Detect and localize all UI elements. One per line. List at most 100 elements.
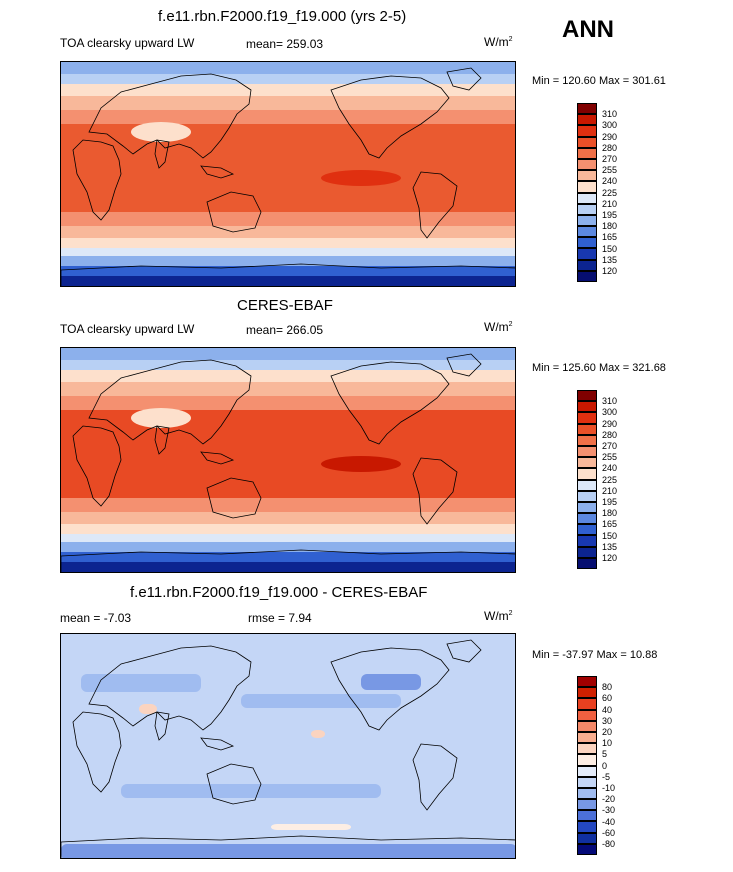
- colorbar-swatch: [577, 720, 597, 732]
- coastline: [330, 647, 450, 731]
- panel-3-minmax: Min = -37.97 Max = 10.88: [532, 649, 658, 661]
- diff-patch: [81, 674, 201, 692]
- coastline: [154, 139, 170, 169]
- latitude-band: [61, 524, 515, 534]
- coastline: [200, 165, 235, 179]
- colorbar-tick-label: 80: [602, 682, 613, 693]
- latitude-band: [61, 62, 515, 74]
- coastline: [446, 353, 482, 377]
- latitude-band: [61, 498, 515, 512]
- colorbar-swatch: [577, 776, 597, 788]
- colorbar-tick-label: -60: [602, 827, 616, 838]
- latitude-band: [61, 348, 515, 360]
- latitude-band: [61, 96, 515, 110]
- colorbar-swatch: [577, 799, 597, 811]
- colorbar-tick-label: 290: [602, 131, 618, 142]
- latitude-band: [61, 226, 515, 238]
- diff-patch: [121, 784, 381, 798]
- panel-1-minmax: Min = 120.60 Max = 301.61: [532, 75, 666, 87]
- panel-3-mean: mean = -7.03: [60, 611, 132, 625]
- diff-patch: [139, 704, 157, 714]
- panel-1-map: [60, 61, 516, 287]
- panel-2-unit: W/m2: [484, 320, 513, 334]
- panel-1-left-label: TOA clearsky upward LW: [60, 36, 195, 50]
- colorbar-swatch: [577, 787, 597, 800]
- panel-2-colorbar: 310 300 290 280 270 255 240 225 210 195 180 165 150 1…: [577, 390, 617, 569]
- colorbar-swatch: [577, 468, 597, 480]
- latitude-band: [61, 84, 515, 96]
- coastline: [88, 73, 252, 159]
- colorbar-tick-label: 255: [602, 165, 618, 176]
- coastline: [206, 191, 262, 233]
- colorbar-tick-label: 165: [602, 232, 618, 243]
- colorbar-swatch: [577, 687, 597, 699]
- latitude-band: [61, 512, 515, 524]
- panel-1-mean: mean= 259.03: [246, 37, 324, 51]
- coastline: [72, 711, 122, 793]
- colorbar-tick-label: 195: [602, 210, 618, 220]
- colorbar-swatch: [577, 843, 597, 855]
- colorbar-tick-label: 30: [602, 715, 613, 726]
- diff-patch: [241, 694, 401, 708]
- coastline: [72, 425, 122, 507]
- panel-2-map: [60, 347, 516, 573]
- latitude-band: [61, 124, 515, 212]
- plateau-minimum: [131, 408, 191, 428]
- colorbar-tick-label: 280: [602, 142, 618, 153]
- colorbar-tick-label: -5: [602, 771, 611, 782]
- latitude-band: [61, 542, 515, 552]
- panel-3-rmse: rmse = 7.94: [248, 611, 312, 625]
- colorbar-tick-label: 195: [602, 497, 618, 507]
- colorbar-swatch: [577, 490, 597, 502]
- colorbar-swatch: [577, 765, 597, 777]
- colorbar-swatch: [577, 390, 597, 402]
- colorbar-swatch: [577, 676, 597, 688]
- colorbar-swatch: [577, 192, 597, 204]
- diff-patch: [311, 730, 325, 738]
- coastline: [61, 263, 515, 286]
- coastline: [412, 743, 458, 811]
- coastline: [446, 639, 482, 663]
- colorbar-swatch: [577, 743, 597, 755]
- latitude-band: [61, 396, 515, 410]
- colorbar-swatch: [577, 821, 597, 833]
- panel-3-title: f.e11.rbn.F2000.f19_f19.000 - CERES-EBAF: [130, 584, 428, 601]
- colorbar-swatch: [577, 147, 597, 159]
- colorbar-tick-label: 210: [602, 198, 618, 209]
- coastline: [61, 549, 515, 572]
- colorbar-swatch: [577, 203, 597, 215]
- colorbar-tick-label: 240: [602, 176, 618, 187]
- colorbar-swatch: [577, 698, 597, 710]
- colorbar-tick-label: 270: [602, 154, 618, 164]
- latitude-band: [61, 110, 515, 124]
- colorbar-swatch: [577, 237, 597, 249]
- colorbar-swatch: [577, 214, 597, 227]
- colorbar-tick-label: 180: [602, 508, 618, 519]
- colorbar-swatch: [577, 423, 597, 435]
- latitude-band: [61, 276, 515, 286]
- latitude-band: [61, 562, 515, 572]
- colorbar-tick-label: 310: [602, 109, 618, 120]
- colorbar-swatch: [577, 103, 597, 115]
- panel-2-left-label: TOA clearsky upward LW: [60, 322, 195, 336]
- colorbar-tick-label: -10: [602, 783, 616, 793]
- warm-maximum: [321, 170, 401, 186]
- latitude-band: [61, 534, 515, 542]
- coastline: [412, 457, 458, 525]
- panel-1-colorbar: 310 300 290 280 270 255 240 225 210 195 180 165 150 1…: [577, 103, 617, 282]
- latitude-band: [61, 238, 515, 248]
- colorbar-tick-label: -20: [602, 794, 616, 805]
- latitude-band: [61, 74, 515, 84]
- colorbar-tick-label: 0: [602, 760, 608, 771]
- diff-patch: [61, 844, 515, 858]
- latitude-band: [61, 256, 515, 266]
- latitude-band: [61, 266, 515, 276]
- latitude-band: [61, 382, 515, 396]
- colorbar-swatch: [577, 457, 597, 469]
- latitude-band: [61, 370, 515, 382]
- map-svg: [61, 348, 515, 572]
- colorbar-tick-label: 240: [602, 463, 618, 474]
- colorbar-swatch: [577, 248, 597, 260]
- colorbar-tick-label: 180: [602, 221, 618, 232]
- colorbar-tick-label: 20: [602, 727, 613, 737]
